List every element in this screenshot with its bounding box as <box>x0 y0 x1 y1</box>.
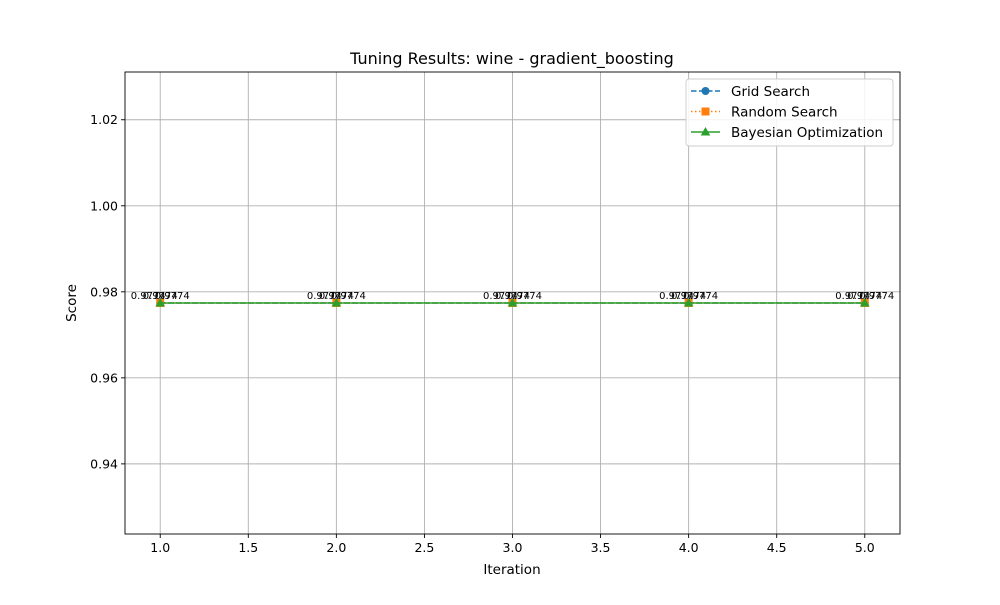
data-label: 0.9774 <box>495 291 530 302</box>
data-label: 0.9774 <box>331 291 366 302</box>
data-label: 0.9774 <box>483 291 518 302</box>
data-label: 0.9774 <box>155 291 190 302</box>
y-tick-label: 1.00 <box>90 198 118 213</box>
data-label: 0.9774 <box>859 291 894 302</box>
data-label: 0.9774 <box>143 291 178 302</box>
x-tick-label: 5.0 <box>855 540 875 555</box>
data-point <box>859 298 870 307</box>
x-tick-label: 2.5 <box>414 540 434 555</box>
x-tick-label: 1.5 <box>238 540 258 555</box>
legend-item: Random Search <box>691 105 838 121</box>
data-label: 0.9774 <box>671 291 706 302</box>
data-label: 0.9774 <box>131 291 166 302</box>
data-label: 0.9774 <box>507 291 542 302</box>
x-tick-label: 1.0 <box>150 540 170 555</box>
data-point <box>683 298 694 307</box>
data-label: 0.9774 <box>683 291 718 302</box>
legend-label: Random Search <box>731 105 838 121</box>
legend-item: Grid Search <box>691 84 810 100</box>
y-tick-label: 0.96 <box>90 370 118 385</box>
x-tick-label: 4.0 <box>679 540 699 555</box>
legend-label: Bayesian Optimization <box>731 125 883 141</box>
series-bayesian-optimization <box>155 298 870 307</box>
tick-layer: 1.0 1.5 2.0 2.5 3.0 3.5 4.0 4.5 5.0 0.94 0.96 0.98 1… <box>90 112 875 555</box>
legend: Grid Search Random Search Bayesian Optimiz… <box>685 78 894 147</box>
data-label: 0.9774 <box>307 291 342 302</box>
x-tick-label: 3.0 <box>503 540 523 555</box>
legend-item: Bayesian Optimization <box>691 125 883 141</box>
x-axis-label: Iteration <box>483 562 540 578</box>
x-tick-label: 4.5 <box>767 540 787 555</box>
y-axis-label: Score <box>64 284 80 322</box>
series-layer <box>155 298 870 307</box>
y-tick-label: 0.94 <box>90 456 118 471</box>
data-label: 0.9774 <box>835 291 870 302</box>
data-point <box>507 298 518 307</box>
legend-marker <box>701 87 710 95</box>
data-point <box>331 298 342 307</box>
x-tick-label: 2.0 <box>326 540 346 555</box>
data-label: 0.9774 <box>319 291 354 302</box>
legend-marker <box>701 107 710 116</box>
chart-title: Tuning Results: wine - gradient_boosting <box>349 49 674 69</box>
data-label: 0.9774 <box>659 291 694 302</box>
y-tick-label: 1.02 <box>90 112 118 127</box>
data-point <box>155 298 166 307</box>
y-tick-label: 0.98 <box>90 284 118 299</box>
legend-label: Grid Search <box>731 84 810 100</box>
legend-marker <box>700 127 711 136</box>
legend-box <box>685 78 894 147</box>
data-label: 0.9774 <box>847 291 882 302</box>
x-tick-label: 3.5 <box>591 540 611 555</box>
